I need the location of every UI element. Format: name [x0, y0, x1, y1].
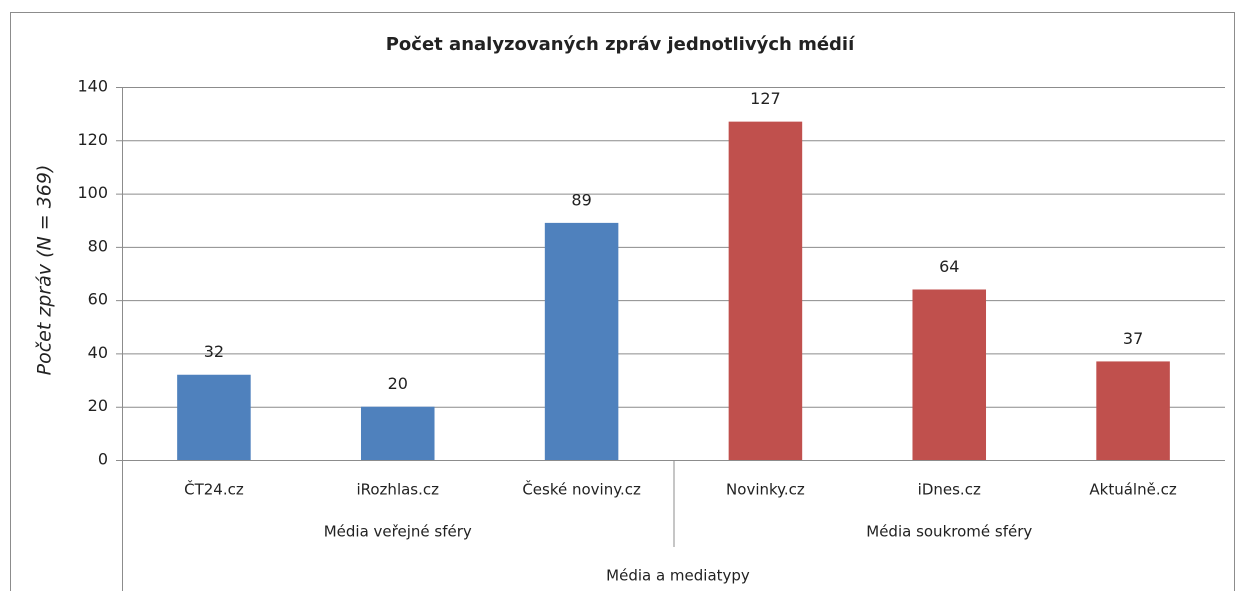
data-label: 20	[388, 374, 408, 393]
x-tick-label: České noviny.cz	[522, 480, 641, 499]
data-label: 32	[204, 342, 224, 361]
y-tick-label: 100	[77, 183, 108, 202]
bar	[1096, 361, 1170, 460]
y-tick-label: 80	[88, 236, 108, 255]
data-label: 64	[939, 257, 959, 276]
group-label: Média veřejné sféry	[324, 523, 472, 541]
y-axis-label: Počet zpráv (N = 369)	[34, 165, 56, 376]
y-tick-label: 140	[77, 77, 108, 96]
group-label: Média soukromé sféry	[866, 523, 1032, 541]
x-tick-label: iDnes.cz	[918, 481, 981, 499]
data-label: 37	[1123, 329, 1143, 348]
data-label: 127	[750, 89, 781, 108]
x-tick-label: Aktuálně.cz	[1089, 481, 1176, 499]
x-tick-label: iRozhlas.cz	[356, 481, 439, 499]
bar	[544, 222, 619, 460]
bar	[728, 121, 803, 460]
chart-title: Počet analyzovaných zpráv jednotlivých m…	[386, 34, 855, 55]
y-tick-label: 0	[98, 450, 108, 469]
bar	[177, 374, 251, 460]
x-tick-label: ČT24.cz	[184, 480, 244, 499]
chart-frame	[10, 12, 1235, 591]
y-tick-label: 60	[88, 290, 108, 309]
x-axis-label: Média a mediatypy	[606, 567, 750, 585]
y-tick-label: 20	[88, 396, 108, 415]
x-tick-label: Novinky.cz	[726, 481, 805, 499]
y-tick-label: 120	[77, 130, 108, 149]
data-label: 89	[571, 190, 591, 209]
bar	[912, 289, 987, 460]
bar	[360, 406, 435, 460]
y-tick-label: 40	[88, 343, 108, 362]
